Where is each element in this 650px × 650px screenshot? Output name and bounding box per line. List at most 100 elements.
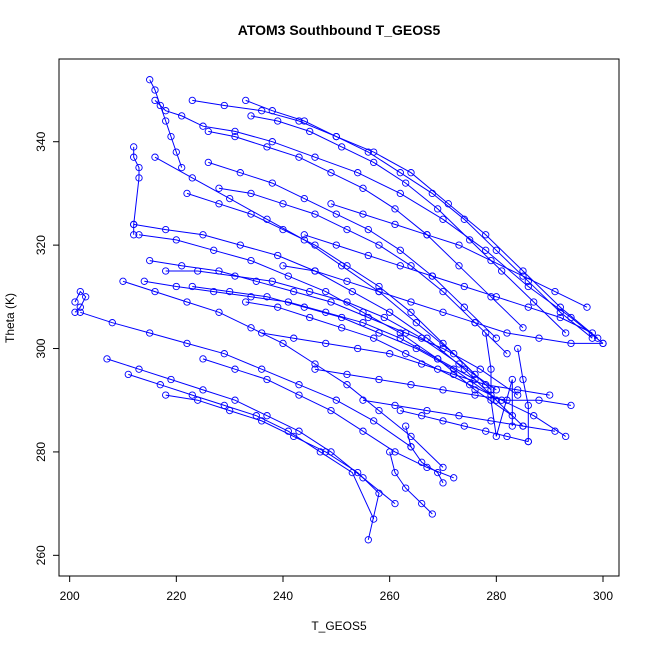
profile-line	[389, 451, 433, 515]
data-point	[466, 236, 474, 244]
data-point	[199, 122, 207, 130]
data-point	[599, 339, 607, 348]
data-point	[471, 319, 479, 327]
data-point	[300, 303, 308, 311]
y-axis: 260 280 300 320 340	[34, 131, 59, 565]
data-point	[156, 381, 164, 389]
profile-line	[405, 425, 444, 484]
profile-line	[517, 348, 529, 442]
data-point	[567, 401, 575, 410]
data-point	[183, 339, 191, 348]
data-point	[428, 189, 436, 198]
profile-series	[514, 344, 532, 446]
data-point	[562, 329, 570, 337]
x-axis: 200 220 240 260 280 300	[60, 576, 613, 603]
data-point	[311, 241, 319, 249]
data-point	[439, 308, 447, 316]
data-point	[124, 370, 132, 379]
data-point	[130, 220, 138, 229]
data-point	[396, 189, 404, 198]
data-point	[407, 443, 415, 451]
data-point	[343, 381, 351, 389]
data-point	[247, 324, 255, 332]
data-point	[135, 163, 143, 172]
profile-line	[485, 332, 513, 437]
data-point	[167, 375, 175, 384]
data-point	[258, 417, 266, 425]
data-point	[178, 262, 186, 270]
data-point	[364, 313, 372, 322]
data-point	[471, 391, 479, 399]
data-point	[423, 231, 431, 239]
data-point	[434, 468, 442, 477]
data-point	[386, 448, 394, 456]
data-point	[279, 262, 287, 270]
data-point	[471, 375, 479, 384]
data-point	[220, 350, 228, 358]
data-point	[306, 287, 314, 296]
data-point	[455, 241, 463, 249]
data-point	[247, 112, 255, 120]
data-point	[396, 406, 404, 415]
data-point	[295, 427, 303, 435]
data-point	[418, 499, 426, 508]
data-point	[530, 412, 538, 420]
data-point	[295, 381, 303, 389]
data-point	[460, 215, 468, 223]
data-point	[263, 215, 271, 223]
data-point	[359, 474, 367, 482]
data-point	[140, 277, 148, 285]
data-point	[135, 365, 143, 373]
data-point	[492, 432, 500, 441]
data-point	[386, 308, 394, 316]
y-tick-label: 300	[34, 338, 48, 358]
data-point	[188, 174, 196, 182]
profile-line	[250, 115, 567, 334]
profile-line	[154, 156, 492, 391]
data-point	[263, 143, 271, 151]
data-point	[524, 303, 532, 311]
data-point	[396, 246, 404, 254]
data-point	[482, 246, 490, 254]
data-point	[172, 282, 180, 291]
data-point	[162, 117, 170, 125]
data-point	[498, 267, 506, 275]
series-layer	[71, 76, 607, 544]
data-point	[508, 375, 516, 384]
data-point	[492, 334, 500, 342]
profile-line	[245, 99, 593, 339]
profile-series	[204, 127, 527, 332]
data-point	[364, 148, 372, 156]
data-point	[231, 127, 239, 136]
profile-line	[128, 373, 375, 520]
data-point	[487, 396, 495, 404]
profile-series	[402, 422, 447, 487]
data-point	[402, 350, 410, 358]
profile-series	[151, 96, 607, 348]
data-point	[146, 76, 154, 84]
data-point	[332, 210, 340, 218]
data-point	[375, 329, 383, 337]
data-point	[450, 370, 458, 379]
data-point	[300, 194, 308, 203]
data-point	[588, 334, 596, 342]
data-point	[524, 282, 532, 291]
profile-line	[304, 234, 593, 334]
data-point	[242, 298, 250, 306]
data-point	[268, 277, 276, 285]
data-point	[231, 272, 239, 280]
data-point	[402, 484, 410, 492]
data-point	[263, 375, 271, 384]
profile-line	[186, 192, 476, 375]
data-point	[338, 313, 346, 322]
data-point	[407, 298, 415, 306]
data-point	[514, 386, 522, 394]
data-point	[274, 251, 282, 260]
profile-line	[149, 260, 518, 396]
y-tick-label: 280	[34, 442, 48, 462]
data-point	[359, 427, 367, 435]
data-point	[247, 293, 255, 301]
data-point	[231, 365, 239, 373]
chart-title: ATOM3 Southbound T_GEOS5	[238, 22, 441, 38]
profile-series	[162, 391, 383, 544]
